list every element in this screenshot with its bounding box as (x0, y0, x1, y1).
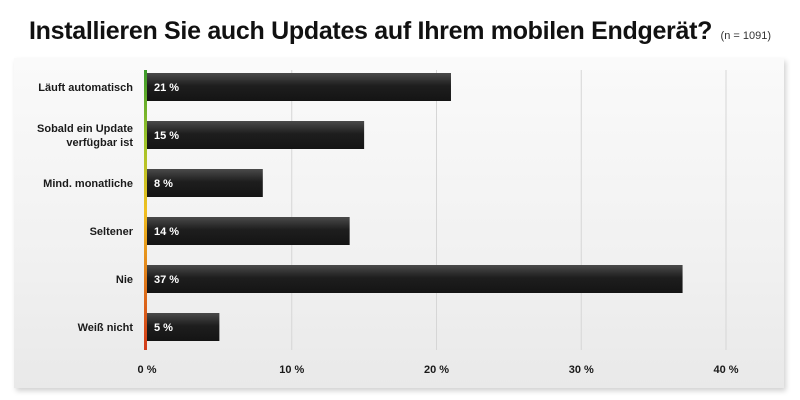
x-tick-label: 30 % (569, 364, 594, 376)
category-label-line: Sobald ein Update (37, 123, 133, 135)
x-tick-label: 20 % (424, 364, 449, 376)
title-row: Installieren Sie auch Updates auf Ihrem … (0, 0, 800, 62)
y-axis-color-bar (144, 70, 147, 350)
x-tick-label: 10 % (279, 364, 304, 376)
category-label-line: verfügbar ist (66, 137, 133, 149)
category-label-line: Seltener (90, 226, 134, 238)
bar-value-label: 37 % (154, 274, 179, 286)
chart-subtitle: (n = 1091) (720, 30, 771, 42)
category-label: Weiß nicht (78, 322, 134, 334)
chart-title: Installieren Sie auch Updates auf Ihrem … (29, 17, 713, 45)
category-label-line: Läuft automatisch (38, 82, 133, 94)
bar (147, 73, 451, 101)
bar-value-label: 15 % (154, 130, 179, 142)
category-label: Nie (116, 274, 133, 286)
category-label-line: Weiß nicht (78, 322, 134, 334)
bar (147, 217, 350, 245)
x-tick-label: 0 % (138, 364, 157, 376)
category-label-line: Mind. monatliche (43, 178, 133, 190)
x-tick-label: 40 % (713, 364, 738, 376)
category-label: Sobald ein Update verfügbar ist (37, 123, 133, 149)
bar-value-label: 14 % (154, 226, 179, 238)
bar-value-label: 5 % (154, 322, 173, 334)
bar (147, 313, 220, 341)
category-label: Läuft automatisch (38, 82, 133, 94)
bar-value-label: 21 % (154, 82, 179, 94)
chart-panel: 21 % Läuft automatisch 15 % Sobald ein Upda… (14, 58, 784, 388)
bar (147, 265, 683, 293)
bar-chart: 21 % Läuft automatisch 15 % Sobald ein Upda… (37, 70, 739, 376)
bar (147, 121, 365, 149)
bar (147, 169, 263, 197)
bar-value-label: 8 % (154, 178, 173, 190)
category-label-line: Nie (116, 274, 133, 286)
category-label: Seltener (90, 226, 134, 238)
category-label: Mind. monatliche (43, 178, 133, 190)
